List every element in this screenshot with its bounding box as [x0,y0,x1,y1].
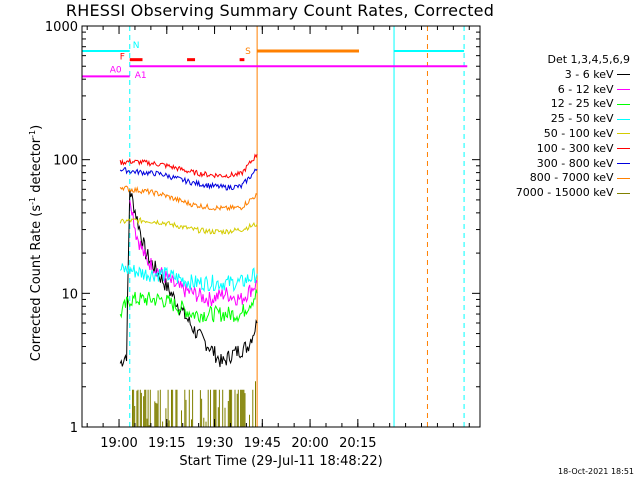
series-line-7 [119,185,258,212]
data-series [119,153,258,368]
legend-label: 50 - 100 keV [543,126,617,140]
y-tick-label: 100 [53,154,78,169]
legend-entry-4: 50 - 100 keV [516,127,630,142]
legend-entry-5: 100 - 300 keV [516,142,630,157]
axes: 19:00 19:15 19:30 19:45 20:00 20:15 1 10 100 1000 [45,20,480,451]
legend-entry-7: 800 - 7000 keV [516,171,630,186]
flag-label-s: S [245,47,251,57]
chart-legend: Det 1,3,4,5,6,9 3 - 6 keV 6 - 12 keV 12 … [516,53,630,201]
legend-label: 300 - 800 keV [536,156,617,170]
chart-title: RHESSI Observing Summary Count Rates, Co… [65,1,495,20]
flag-label-f: F [120,53,125,63]
footer-date: 18-Oct-2021 18:51 [558,467,634,476]
series-line-6 [119,167,258,191]
legend-label: 100 - 300 keV [536,141,617,155]
series-line-5 [119,153,258,179]
legend-label: 7000 - 15000 keV [515,186,617,200]
legend-entry-6: 300 - 800 keV [516,157,630,172]
legend-label: 12 - 25 keV [550,97,617,111]
legend-label: 800 - 7000 keV [529,171,617,185]
y-tick-label: 1 [70,421,78,436]
x-tick-label: 19:15 [148,436,185,451]
plot-frame [81,25,481,428]
series-7000-15000-noise [130,381,256,427]
legend-title: Det 1,3,4,5,6,9 [547,53,630,66]
x-axis-title: Start Time (29-Jul-11 18:48:22) [179,454,383,469]
series-line-1 [129,200,258,307]
y-tick-label: 10 [61,287,78,302]
background-noise [130,381,256,427]
legend-swatch [617,74,630,76]
legend-entry-1: 6 - 12 keV [516,83,630,98]
legend-entry-2: 12 - 25 keV [516,97,630,112]
x-tick-label: 19:00 [100,436,137,451]
legend-swatch [617,177,630,179]
legend-label: 25 - 50 keV [550,112,617,126]
series-line-2 [119,289,258,324]
flag-label-n: N [133,41,140,51]
legend-entry-8: 7000 - 15000 keV [516,186,630,201]
legend-swatch [617,148,630,150]
x-tick-label: 20:00 [291,436,328,451]
y-axis-title: Corrected Count Rate (s-1 detector-1) [27,124,45,362]
y-tick-label: 1000 [45,20,78,35]
flag-label-a1: A1 [135,71,147,81]
legend-swatch [617,118,630,120]
x-tick-label: 19:45 [244,436,281,451]
legend-swatch [617,133,630,135]
flag-bars: N A0 A1 F S [82,41,468,81]
x-tick-label: 19:30 [196,436,233,451]
legend-swatch [617,89,630,91]
series-line-3 [119,263,258,293]
legend-swatch [617,163,630,165]
series-line-4 [119,216,258,236]
x-tick-label: 20:15 [339,436,376,451]
legend-swatch [617,192,630,194]
legend-entry-3: 25 - 50 keV [516,112,630,127]
legend-swatch [617,103,630,105]
legend-label: 3 - 6 keV [564,67,617,81]
legend-entry-0: 3 - 6 keV [516,68,630,83]
legend-label: 6 - 12 keV [557,82,617,96]
flag-label-a0: A0 [110,65,122,75]
series-line-0 [119,190,258,368]
